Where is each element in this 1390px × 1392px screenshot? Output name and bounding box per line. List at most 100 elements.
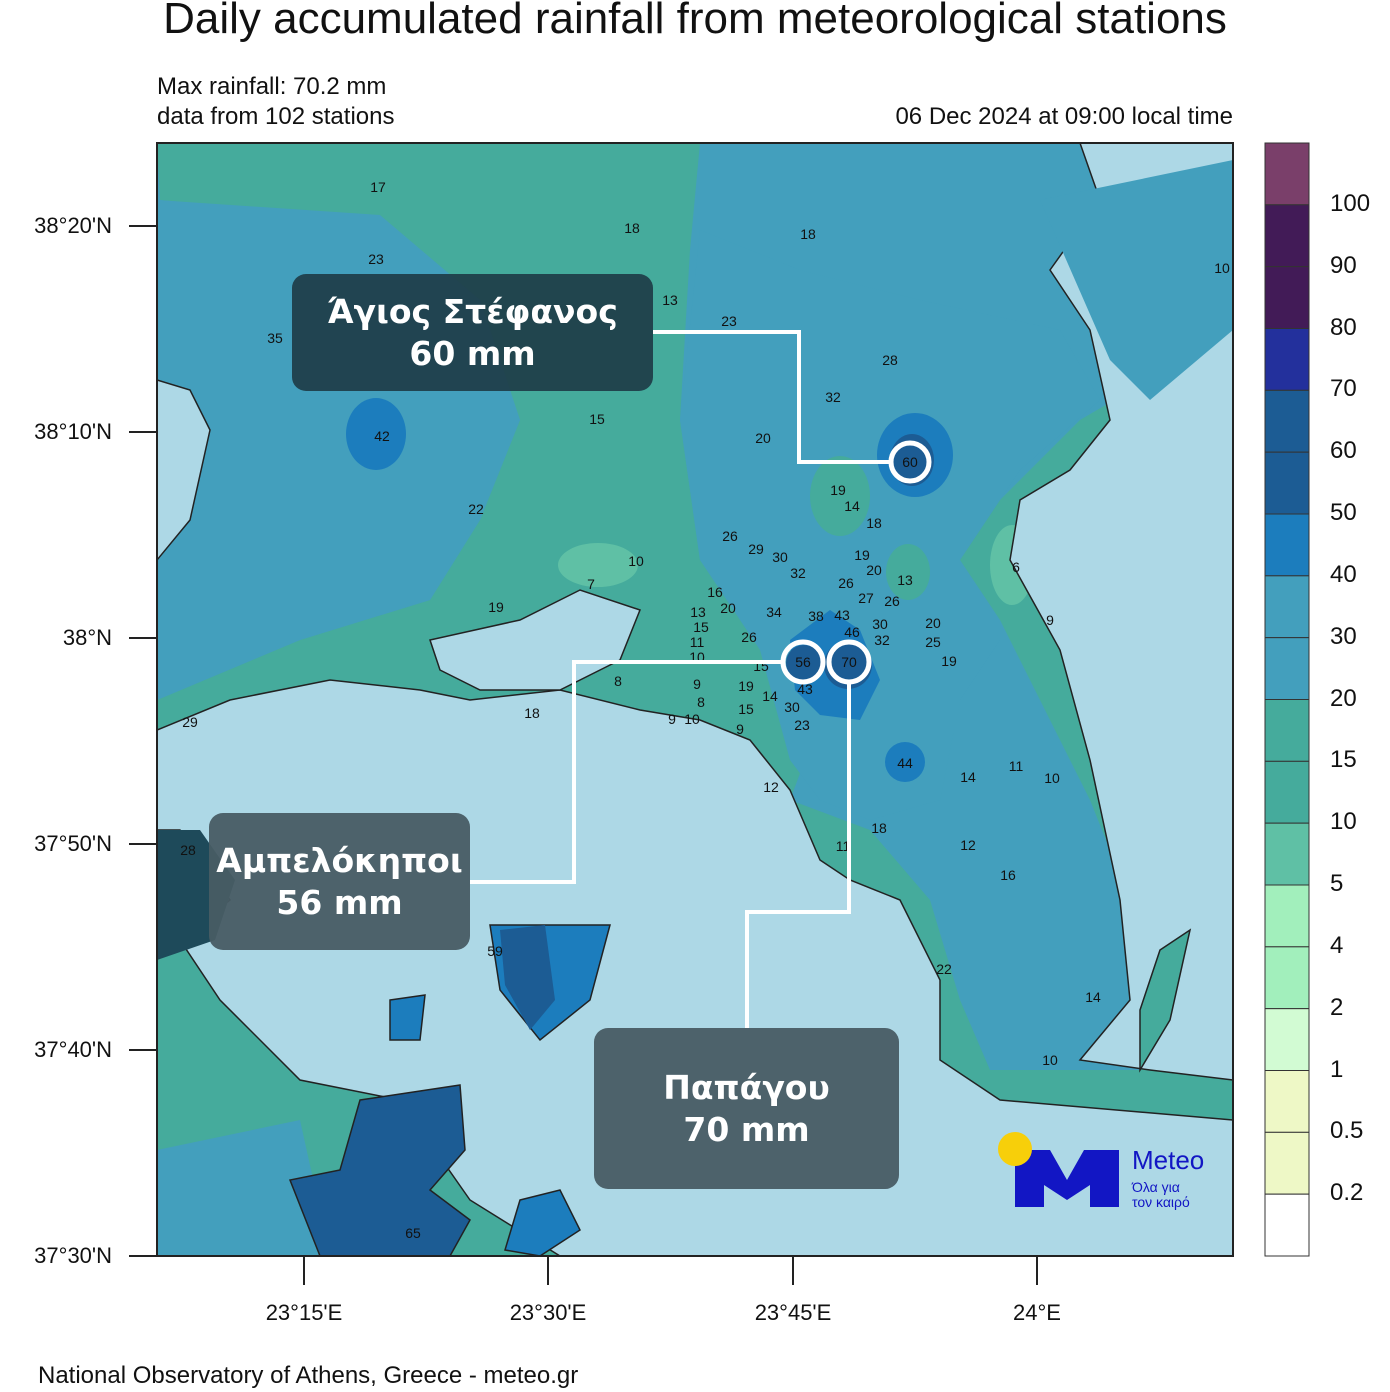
station-value: 9 (668, 711, 676, 727)
station-value: 20 (720, 600, 736, 616)
legend-label: 50 (1330, 499, 1357, 526)
station-value: 26 (741, 629, 757, 645)
legend-swatch (1264, 389, 1310, 453)
callout-papagou: Παπάγου 70 mm (594, 1028, 899, 1189)
legend-label: 70 (1330, 375, 1357, 403)
station-value: 28 (882, 352, 898, 368)
callout-station-value: 56 mm (276, 882, 403, 922)
callout-station-value: 70 mm (683, 1109, 810, 1149)
station-value: 15 (589, 411, 605, 427)
station-value: 12 (763, 779, 779, 795)
station-value: 9 (1046, 612, 1054, 628)
islet (504, 1189, 581, 1256)
station-value: 10 (1044, 770, 1060, 786)
station-value: 11 (836, 838, 851, 854)
station-value: 20 (925, 615, 941, 631)
legend-swatch (1264, 513, 1310, 577)
legend-label: 30 (1330, 622, 1357, 650)
legend-label: 40 (1330, 560, 1357, 588)
legend-swatch (1264, 204, 1310, 268)
legend-swatch (1264, 637, 1310, 701)
station-value: 7 (587, 576, 595, 592)
station-value: 30 (784, 699, 800, 715)
legend-swatch (1264, 699, 1310, 762)
station-value: 28 (180, 842, 196, 858)
station-value: 27 (858, 590, 874, 606)
legend-swatch (1264, 1131, 1310, 1195)
lat-label: 37°30'N (34, 1243, 112, 1268)
legend-swatch (1264, 1008, 1310, 1072)
timestamp: 06 Dec 2024 at 09:00 local time (895, 103, 1233, 130)
island-south (288, 1084, 471, 1256)
logo-tagline-1: Όλα για (1132, 1179, 1180, 1195)
station-value: 30 (772, 549, 788, 565)
stations-count: data from 102 stations (157, 103, 395, 130)
station-value: 15 (738, 701, 754, 717)
logo-brand: Meteo (1132, 1145, 1205, 1175)
sea-west (157, 379, 211, 562)
logo-tagline-2: τον καιρό (1132, 1194, 1190, 1210)
station-value: 19 (488, 599, 504, 615)
station-value: 26 (884, 593, 900, 609)
station-value: 22 (468, 501, 484, 517)
station-value: 10 (1214, 260, 1230, 276)
station-value: 10 (1042, 1052, 1058, 1068)
lon-label: 23°30'E (509, 1300, 587, 1325)
station-value: 6 (1012, 559, 1020, 575)
station-value: 8 (614, 673, 622, 689)
logo-sun-icon (998, 1132, 1032, 1166)
legend-label: 20 (1330, 684, 1357, 712)
station-value: 26 (838, 575, 854, 591)
marker-ampelokipoi (780, 639, 826, 685)
lon-label: 23°45'E (754, 1300, 832, 1325)
zone-10-20-north (810, 456, 870, 536)
station-value: 46 (844, 624, 860, 640)
lat-label: 38°10'N (34, 419, 112, 444)
legend-label: 80 (1330, 313, 1357, 341)
station-value: 18 (624, 220, 640, 236)
legend-label: 0.2 (1330, 1179, 1364, 1207)
legend-swatch (1264, 760, 1310, 824)
zone-56 (786, 645, 822, 681)
station-value: 23 (721, 313, 737, 329)
lon-label: 24°E (1013, 1300, 1061, 1325)
zone-5-10-west (558, 543, 638, 587)
station-value: 32 (790, 565, 806, 581)
legend-label: 10 (1330, 808, 1357, 836)
legend-swatch (1264, 451, 1310, 515)
station-value: 20 (755, 430, 771, 446)
legend-swatch (1264, 142, 1310, 206)
station-value: 32 (825, 389, 841, 405)
callout-line-papagou (745, 683, 851, 1028)
lat-label: 37°50'N (34, 831, 112, 856)
map-title: Daily accumulated rainfall from meteorol… (163, 0, 1227, 43)
legend-swatch (1264, 946, 1310, 1010)
station-value: 25 (925, 634, 941, 650)
zone-44 (885, 742, 925, 782)
lon-label: 23°15'E (265, 1300, 343, 1325)
station-value: 43 (797, 681, 813, 697)
map-frame (156, 142, 1234, 1257)
callout-station-value: 60 mm (409, 333, 536, 373)
callout-station-name: Παπάγου (663, 1067, 830, 1107)
callout-station-name: Άγιος Στέφανος (327, 291, 618, 331)
station-value: 18 (800, 226, 816, 242)
station-value: 17 (370, 179, 386, 195)
legend-swatch (1264, 1193, 1310, 1257)
station-value: 70 (841, 654, 857, 670)
max-rainfall: Max rainfall: 70.2 mm (157, 73, 387, 100)
legend-label: 4 (1330, 931, 1344, 959)
station-value: 11 (690, 634, 705, 650)
station-value: 18 (524, 705, 540, 721)
lat-label: 38°N (62, 625, 112, 650)
station-value: 26 (722, 528, 738, 544)
lat-label: 37°40'N (34, 1037, 112, 1062)
station-value: 19 (854, 547, 870, 563)
station-value: 59 (487, 943, 503, 959)
station-value: 38 (808, 608, 824, 624)
station-value: 15 (693, 619, 709, 635)
station-value: 14 (960, 769, 976, 785)
legend-label: 100 (1330, 189, 1371, 217)
callout-line-ampelokipoi (470, 660, 784, 884)
station-value: 13 (690, 604, 706, 620)
